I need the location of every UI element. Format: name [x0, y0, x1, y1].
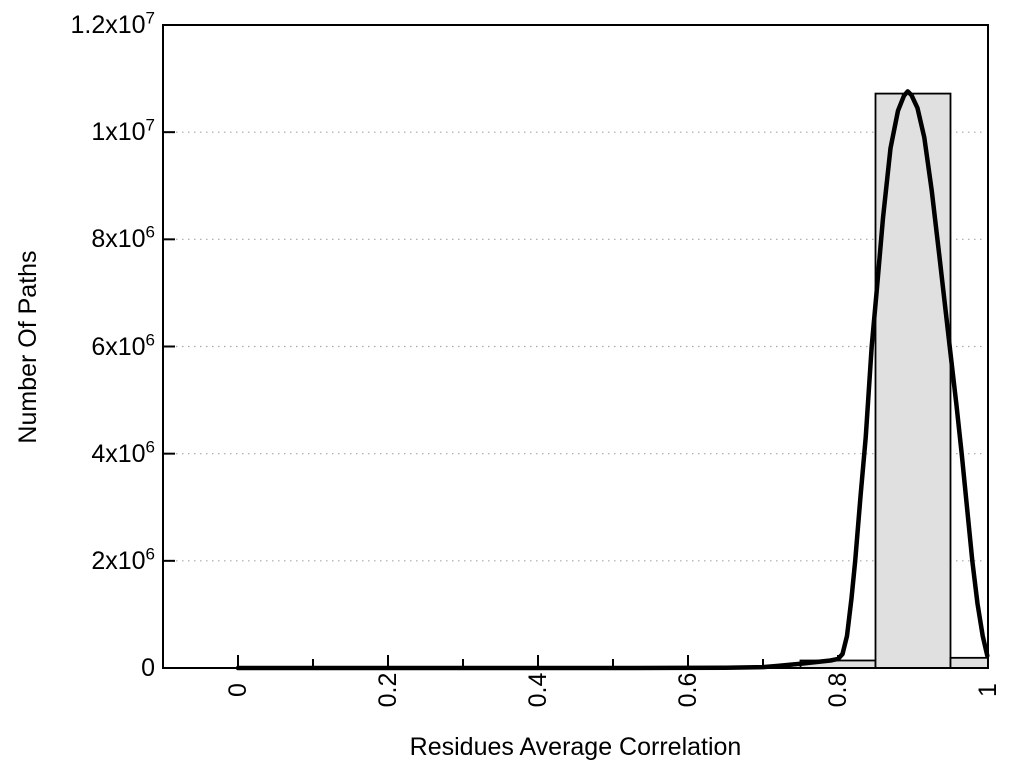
y-tick-label: 2x106	[91, 544, 155, 575]
axis-ticks	[163, 24, 989, 669]
x-tick-label: 0.2	[374, 672, 402, 708]
y-tick-exponent: 6	[145, 437, 155, 457]
y-tick-exponent: 6	[145, 544, 155, 564]
y-tick-label: 1.2x107	[70, 8, 155, 39]
plot-border-group	[162, 24, 989, 669]
y-tick-label: 8x106	[91, 223, 155, 254]
y-tick-exponent: 6	[145, 223, 155, 242]
y-tick-label: 0	[141, 654, 155, 682]
y-tick-label: 6x106	[91, 330, 155, 361]
plot-border	[162, 24, 989, 669]
y-tick-exponent: 6	[145, 330, 155, 350]
y-axis-title: Number Of Paths	[14, 249, 42, 444]
x-tick-label: 0.6	[674, 672, 702, 708]
x-tick-label: 0	[224, 683, 252, 697]
gridlines	[176, 131, 986, 562]
x-tick-label: 1	[974, 683, 1002, 697]
y-tick-label: 1x107	[91, 115, 155, 147]
histogram-bar	[949, 656, 989, 669]
y-tick-label: 4x106	[91, 437, 155, 468]
y-tick-exponent: 7	[145, 8, 155, 28]
histogram-bars	[799, 92, 989, 669]
x-axis-title: Residues Average Correlation	[409, 733, 742, 761]
x-tick-label: 0.4	[524, 672, 552, 708]
y-tick-exponent: 7	[145, 115, 155, 135]
y-axis-title-wrap: Number Of Paths	[13, 25, 43, 668]
x-tick-label: 0.8	[824, 672, 852, 708]
